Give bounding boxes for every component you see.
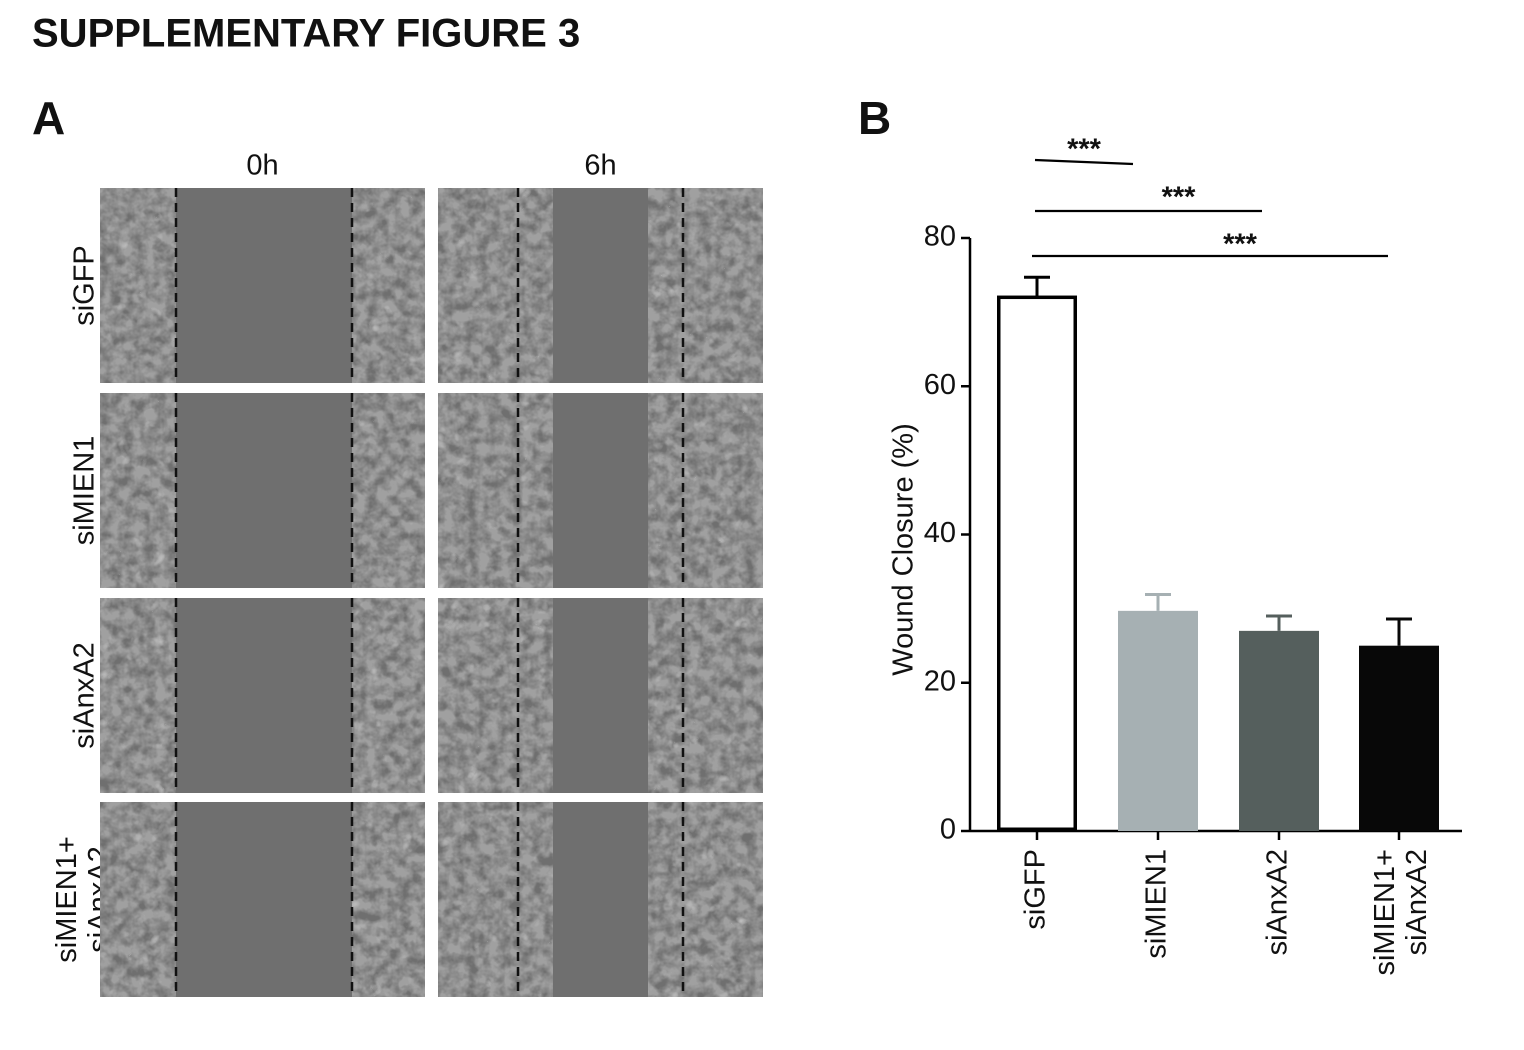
cell-highlight <box>648 802 763 997</box>
micrograph <box>438 188 763 383</box>
significance-line <box>1034 158 1134 166</box>
micrographs: 0h 6h siGFP siMIEN1 siAnxA2 siMIEN1+siAnxA2 <box>51 150 763 997</box>
x-tick-label: siGFP <box>1020 849 1052 930</box>
cell-highlight <box>438 802 553 997</box>
cell-highlight <box>438 393 553 588</box>
bar-chart: 0 20 40 60 80 Wound Closure (%) siGFP siMIEN1 si… <box>888 134 1462 976</box>
micrograph <box>438 802 763 997</box>
significance-label: *** <box>1223 229 1258 261</box>
significance-label: *** <box>1162 182 1197 214</box>
bar <box>1359 645 1439 831</box>
cell-highlight <box>648 598 763 793</box>
x-tick-label: siMIEN1+siAnxA2 <box>1369 849 1433 976</box>
x-tick-label: siAnxA2 <box>1262 849 1294 955</box>
cell-highlight <box>100 802 176 997</box>
cell-highlight <box>438 598 553 793</box>
micrograph <box>438 393 763 588</box>
cell-highlight <box>100 393 176 588</box>
micrograph <box>100 802 425 997</box>
y-tick-label: 20 <box>924 665 956 697</box>
y-tick-label: 80 <box>924 221 956 253</box>
column-label: 6h <box>584 150 616 182</box>
panel-label: B <box>858 92 891 144</box>
y-tick-label: 60 <box>924 369 956 401</box>
bar <box>1118 610 1198 831</box>
bar <box>997 295 1077 831</box>
bar <box>1239 630 1319 831</box>
row-label: siGFP <box>69 245 101 326</box>
row-label: siAnxA2 <box>69 642 101 748</box>
cell-highlight <box>648 188 763 383</box>
cell-highlight <box>438 188 553 383</box>
significance-label: *** <box>1067 134 1102 166</box>
column-label: 0h <box>246 150 278 182</box>
y-tick-label: 40 <box>924 517 956 549</box>
cell-highlight <box>100 598 176 793</box>
cell-highlight <box>352 802 425 997</box>
y-axis-label: Wound Closure (%) <box>888 423 920 676</box>
cell-highlight <box>352 188 425 383</box>
row-label: siMIEN1 <box>69 436 101 546</box>
panel-label: A <box>32 92 65 144</box>
micrograph <box>100 393 425 588</box>
figure-title: SUPPLEMENTARY FIGURE 3 <box>32 12 580 56</box>
y-tick-label: 0 <box>940 814 956 846</box>
micrograph <box>100 598 425 793</box>
x-tick-label: siMIEN1 <box>1141 849 1173 959</box>
cell-highlight <box>648 393 763 588</box>
micrograph <box>438 598 763 793</box>
row-label: siMIEN1+siAnxA2 <box>51 836 115 963</box>
cell-highlight <box>100 188 176 383</box>
cell-highlight <box>352 598 425 793</box>
micrograph <box>100 188 425 383</box>
cell-highlight <box>352 393 425 588</box>
